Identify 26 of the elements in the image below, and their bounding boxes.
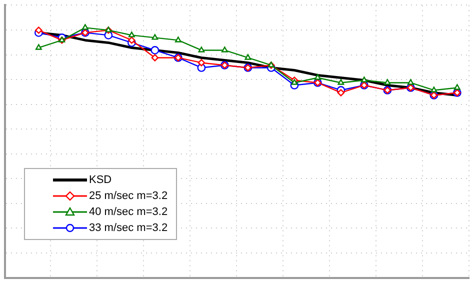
point — [244, 54, 252, 60]
point — [337, 89, 345, 96]
point — [384, 79, 391, 85]
point — [152, 34, 158, 40]
point — [35, 44, 42, 50]
point — [291, 79, 298, 85]
point — [314, 74, 321, 80]
point — [128, 32, 135, 38]
point — [128, 36, 136, 44]
point — [407, 79, 414, 85]
point — [221, 46, 228, 52]
point — [151, 54, 159, 62]
point — [198, 59, 206, 66]
legend-label: KSD — [89, 173, 112, 188]
point — [35, 26, 42, 34]
point — [174, 36, 182, 42]
point — [338, 79, 344, 85]
point — [454, 84, 460, 90]
point — [150, 46, 160, 54]
point — [82, 24, 88, 30]
legend-label: 25 m/sec m=3.2 — [89, 189, 168, 204]
point — [430, 86, 438, 92]
point — [360, 76, 368, 82]
point — [198, 46, 205, 52]
legend-label: 33 m/sec m=3.2 — [89, 221, 168, 236]
legend-label: 40 m/sec m=3.2 — [89, 205, 168, 220]
